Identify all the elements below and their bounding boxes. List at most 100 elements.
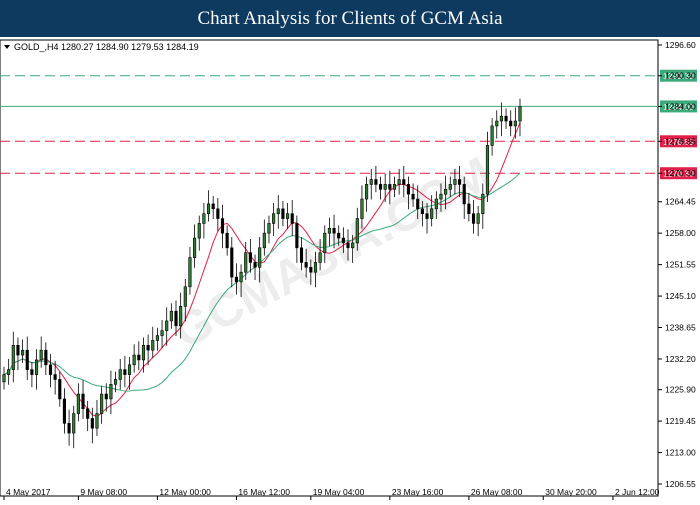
candle-body-up (323, 232, 327, 253)
symbol-dropdown-icon[interactable] (4, 45, 10, 49)
candle-body-down (346, 242, 350, 249)
candle-body-up (72, 413, 76, 434)
candle-body-up (239, 271, 243, 283)
y-tick-label: 1258.00 (665, 228, 696, 238)
candle-body-up (95, 413, 99, 429)
level-tag (660, 69, 697, 82)
candle-body-down (216, 208, 220, 219)
candle-body-up (383, 184, 387, 190)
candle-body-down (16, 345, 20, 356)
x-tick-label: 2 Jun 12:00 (615, 487, 660, 497)
candle-body-down (104, 393, 108, 400)
candle-body-up (169, 310, 173, 322)
candle-body-down (416, 198, 420, 210)
level-tag (660, 100, 697, 113)
plot-frame (0, 39, 659, 497)
y-tick-label: 1251.55 (665, 260, 696, 270)
y-tick-label: 1284.00 (665, 101, 696, 111)
y-tick-label: 1270.30 (665, 168, 696, 178)
candle-body-up (2, 374, 6, 383)
candle-body-up (165, 320, 169, 331)
candle-body-up (430, 208, 434, 219)
candle-body-down (304, 262, 308, 268)
candle-body-up (318, 252, 322, 263)
price-chart: GOLD_,H4 1280.27 1284.90 1279.53 1284.19… (0, 39, 697, 500)
y-tick-label: 1276.85 (665, 136, 696, 146)
candle-body-up (34, 359, 39, 375)
candle-body-up (513, 120, 517, 127)
candle-body-up (276, 208, 280, 214)
key-levels: 1290.30 1284.00 1276.85 1270.30 (0, 69, 697, 180)
level-label: 1276.85 (663, 137, 694, 147)
level-label: 1270.30 (663, 169, 694, 179)
candle-body-down (146, 345, 150, 351)
candle-body-down (281, 208, 285, 219)
y-tick-label: 1213.00 (665, 448, 696, 458)
candles (2, 98, 522, 449)
candle-body-up (193, 237, 197, 258)
candle-body-up (453, 179, 457, 185)
candle-body-up (448, 184, 452, 190)
candle-body-down (299, 247, 304, 263)
candle-body-down (504, 115, 508, 122)
candle-body-up (114, 379, 118, 385)
candle-body-up (518, 106, 522, 122)
candle-body-up (499, 115, 503, 122)
y-tick-label: 1206.55 (665, 479, 696, 489)
candle-body-up (151, 340, 155, 351)
candle-body-up (183, 286, 187, 307)
y-tick-label: 1219.45 (665, 416, 696, 426)
candle-body-up (76, 393, 80, 414)
candle-body-up (481, 193, 485, 214)
candle-body-down (341, 237, 345, 244)
chart-area: GOLD_,H4 1280.27 1284.90 1279.53 1284.19… (0, 37, 700, 500)
candle-body-down (467, 203, 471, 214)
candle-body-down (509, 120, 513, 127)
candle-body-down (67, 423, 71, 434)
candle-body-down (53, 374, 57, 380)
x-tick-label: 4 May 2017 (6, 487, 51, 497)
chart-banner: Chart Analysis for Clients of GCM Asia (0, 0, 700, 37)
candle-body-up (109, 384, 113, 400)
candle-body-down (90, 418, 94, 429)
candle-body-down (225, 232, 229, 249)
candle-body-down (374, 179, 378, 185)
candle-body-up (202, 213, 206, 224)
candle-body-down (406, 184, 410, 195)
y-tick-label: 1296.60 (665, 40, 696, 50)
x-tick-label: 26 May 08:00 (471, 487, 523, 497)
candle-body-down (332, 228, 336, 234)
candle-body-up (267, 223, 271, 234)
candle-body-up (444, 189, 448, 195)
candle-body-down (81, 393, 85, 409)
candle-body-up (100, 393, 104, 414)
sma-slow-line (3, 172, 521, 392)
candle-body-down (234, 276, 238, 283)
time-axis: 4 May 2017 9 May 08:00 12 May 00:00 16 May … (3, 487, 660, 500)
level-tag (660, 167, 697, 180)
candle-body-down (174, 310, 178, 327)
candle-body-down (230, 247, 234, 278)
candle-body-down (44, 349, 48, 366)
candle-body-up (258, 247, 262, 268)
candle-body-down (290, 213, 294, 224)
candle-body-up (206, 203, 211, 214)
sma-fast-line (3, 122, 521, 418)
candle-body-up (313, 262, 318, 273)
candle-body-up (262, 232, 266, 249)
x-tick-label: 19 May 04:00 (313, 487, 365, 497)
candle-body-down (420, 208, 424, 214)
candle-body-up (369, 179, 373, 185)
x-tick-label: 9 May 08:00 (80, 487, 127, 497)
candle-body-up (179, 306, 183, 327)
candle-body-up (327, 228, 331, 234)
candle-body-up (127, 364, 132, 375)
candle-body-up (118, 369, 122, 380)
candle-body-down (425, 213, 429, 219)
candle-body-down (30, 369, 34, 375)
candle-body-down (471, 213, 476, 224)
candle-body-up (272, 213, 276, 224)
candle-body-down (58, 379, 62, 400)
candle-body-up (132, 354, 136, 366)
candle-body-up (439, 193, 443, 200)
